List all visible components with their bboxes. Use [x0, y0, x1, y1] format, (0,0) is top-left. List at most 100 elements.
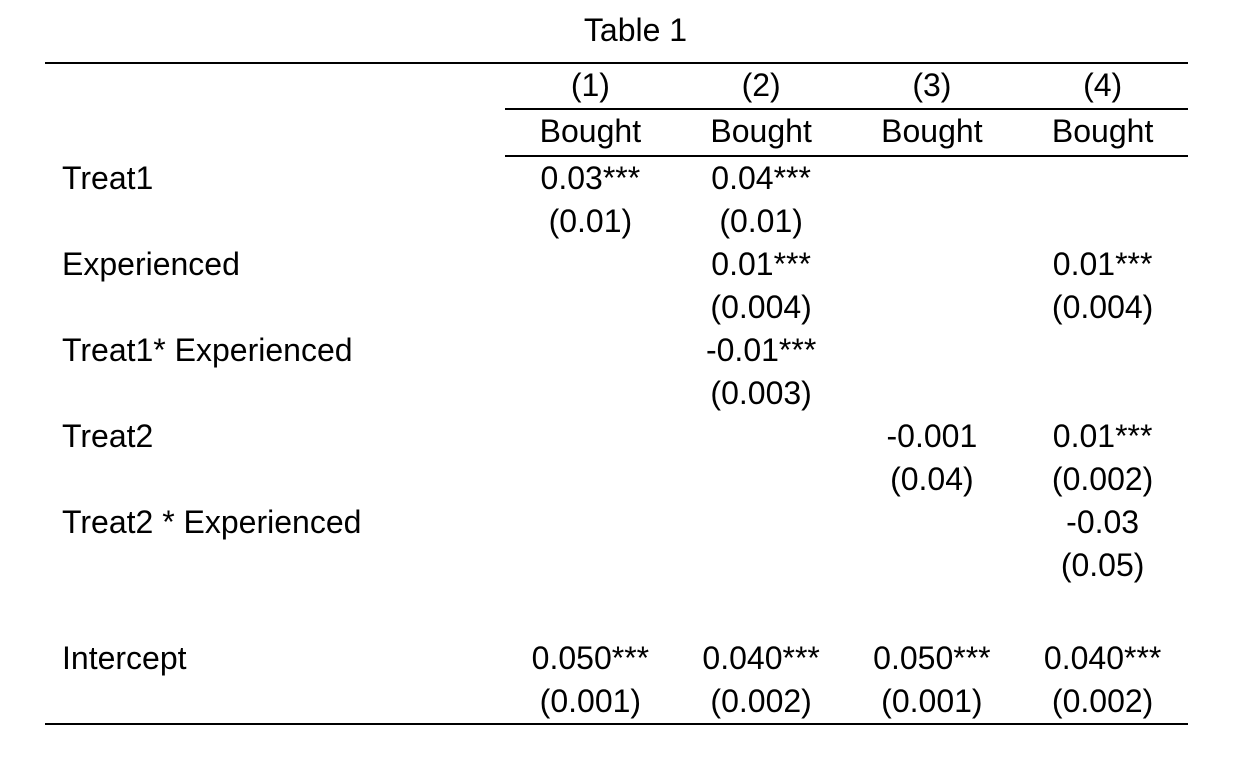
row-cells: 0.03*** (0.01) 0.04*** (0.01): [505, 157, 1188, 243]
row-label: Intercept: [62, 640, 187, 676]
se-value: [847, 286, 1018, 329]
row-cells: -0.03 (0.05): [505, 501, 1188, 587]
se-value: [847, 372, 1018, 415]
column-1-depvar: Bought: [539, 113, 642, 149]
column-1-number: (1): [570, 67, 610, 103]
row-cells: -0.001 (0.04) 0.01*** (0.002): [505, 415, 1188, 501]
se-value: [505, 286, 676, 329]
se-value: (0.04): [890, 461, 974, 497]
se-value: [676, 544, 847, 587]
cell-col4: 0.040*** (0.002): [1017, 637, 1188, 723]
header-row-model-numbers: (1) (2) (3) (4): [45, 64, 1188, 110]
cell-col2: [676, 415, 847, 501]
cell-col1: [505, 243, 676, 329]
coef-value: -0.01***: [705, 332, 817, 368]
coef-value: 0.04***: [711, 160, 811, 196]
se-value: (0.002): [1051, 461, 1154, 497]
cell-col3: [847, 501, 1018, 587]
header-row-dep-vars: Bought Bought Bought Bought: [45, 110, 1188, 157]
cell-col2: 0.040*** (0.002): [676, 637, 847, 723]
se-value: [847, 544, 1018, 587]
se-value: [505, 458, 676, 501]
coef-value: [505, 415, 676, 458]
row-label: Experienced: [62, 246, 240, 282]
spacer-row: [45, 587, 1188, 637]
coef-value: 0.040***: [1043, 640, 1162, 676]
cell-col2: 0.01*** (0.004): [676, 243, 847, 329]
cell-col4: [1017, 329, 1188, 415]
row-cells: 0.050*** (0.001) 0.040*** (0.002) 0.050*…: [505, 637, 1188, 723]
coef-value: [505, 501, 676, 544]
cell-col3: [847, 243, 1018, 329]
row-label: Treat2: [62, 418, 154, 454]
table-row-treat2: Treat2 -0.001 (0.04) 0.01*** (0.002): [45, 415, 1188, 501]
coef-value: 0.01***: [1052, 418, 1153, 454]
coef-value: 0.040***: [702, 640, 820, 676]
header-label-spacer: [45, 64, 505, 110]
column-2-depvar: Bought: [710, 113, 812, 149]
se-value: (0.003): [710, 375, 812, 411]
se-value: (0.004): [710, 289, 812, 325]
row-cells: -0.01*** (0.003): [505, 329, 1188, 415]
coef-value: [1017, 329, 1188, 372]
coef-value: [1017, 157, 1188, 200]
table-row-intercept: Intercept 0.050*** (0.001) 0.040*** (0.0…: [45, 637, 1188, 723]
cell-col2: [676, 501, 847, 587]
table-row-treat1: Treat1 0.03*** (0.01) 0.04*** (0.01): [45, 157, 1188, 243]
column-4-depvar: Bought: [1051, 113, 1154, 149]
column-3-number: (3): [912, 67, 952, 103]
column-3-depvar: Bought: [881, 113, 983, 149]
se-value: (0.001): [881, 683, 983, 719]
table-row-treat1-experienced: Treat1* Experienced -0.01*** (0.003): [45, 329, 1188, 415]
header-number-cells: (1) (2) (3) (4): [505, 64, 1188, 110]
cell-col1: [505, 415, 676, 501]
coef-value: 0.01***: [1052, 246, 1153, 282]
se-value: [505, 372, 676, 415]
cell-col1: 0.03*** (0.01): [505, 157, 676, 243]
se-value: (0.01): [548, 203, 633, 239]
se-value: [505, 544, 676, 587]
cell-col1: 0.050*** (0.001): [505, 637, 676, 723]
header-label-spacer: [45, 110, 505, 157]
cell-col4: [1017, 157, 1188, 243]
se-value: [1017, 372, 1188, 415]
row-label: Treat1* Experienced: [62, 332, 353, 368]
cell-col3: [847, 157, 1018, 243]
coef-value: [676, 415, 847, 458]
cell-col4: 0.01*** (0.002): [1017, 415, 1188, 501]
row-label: Treat2 * Experienced: [62, 504, 362, 540]
se-value: [847, 200, 1018, 243]
coef-value: -0.001: [886, 418, 978, 454]
coef-value: -0.03: [1066, 504, 1140, 540]
table-title: Table 1: [583, 12, 688, 48]
se-value: [676, 458, 847, 501]
cell-col1: [505, 329, 676, 415]
cell-col2: -0.01*** (0.003): [676, 329, 847, 415]
coef-value: [847, 243, 1018, 286]
se-value: (0.002): [1051, 683, 1154, 719]
coef-value: 0.050***: [531, 640, 650, 676]
se-value: [1017, 200, 1188, 243]
row-label: Treat1: [62, 160, 154, 196]
coef-value: [505, 329, 676, 372]
coef-value: 0.050***: [873, 640, 991, 676]
table-row-experienced: Experienced 0.01*** (0.004) 0.01*** (0.0…: [45, 243, 1188, 329]
se-value: (0.01): [719, 203, 803, 239]
coef-value: 0.03***: [540, 160, 641, 196]
coef-value: 0.01***: [711, 246, 811, 282]
coef-value: [505, 243, 676, 286]
cell-col1: [505, 501, 676, 587]
cell-col3: [847, 329, 1018, 415]
column-4-number: (4): [1083, 67, 1123, 103]
cell-col2: 0.04*** (0.01): [676, 157, 847, 243]
se-value: (0.05): [1060, 547, 1145, 583]
table-row-treat2-experienced: Treat2 * Experienced -0.03 (0.05): [45, 501, 1188, 587]
header-depvar-cells: Bought Bought Bought Bought: [505, 110, 1188, 157]
coef-value: [847, 501, 1018, 544]
cell-col3: 0.050*** (0.001): [847, 637, 1018, 723]
row-cells: 0.01*** (0.004) 0.01*** (0.004): [505, 243, 1188, 329]
regression-table: (1) (2) (3) (4) Bought Bought Bought Bou…: [45, 62, 1188, 725]
coef-value: [847, 157, 1018, 200]
se-value: (0.001): [539, 683, 642, 719]
